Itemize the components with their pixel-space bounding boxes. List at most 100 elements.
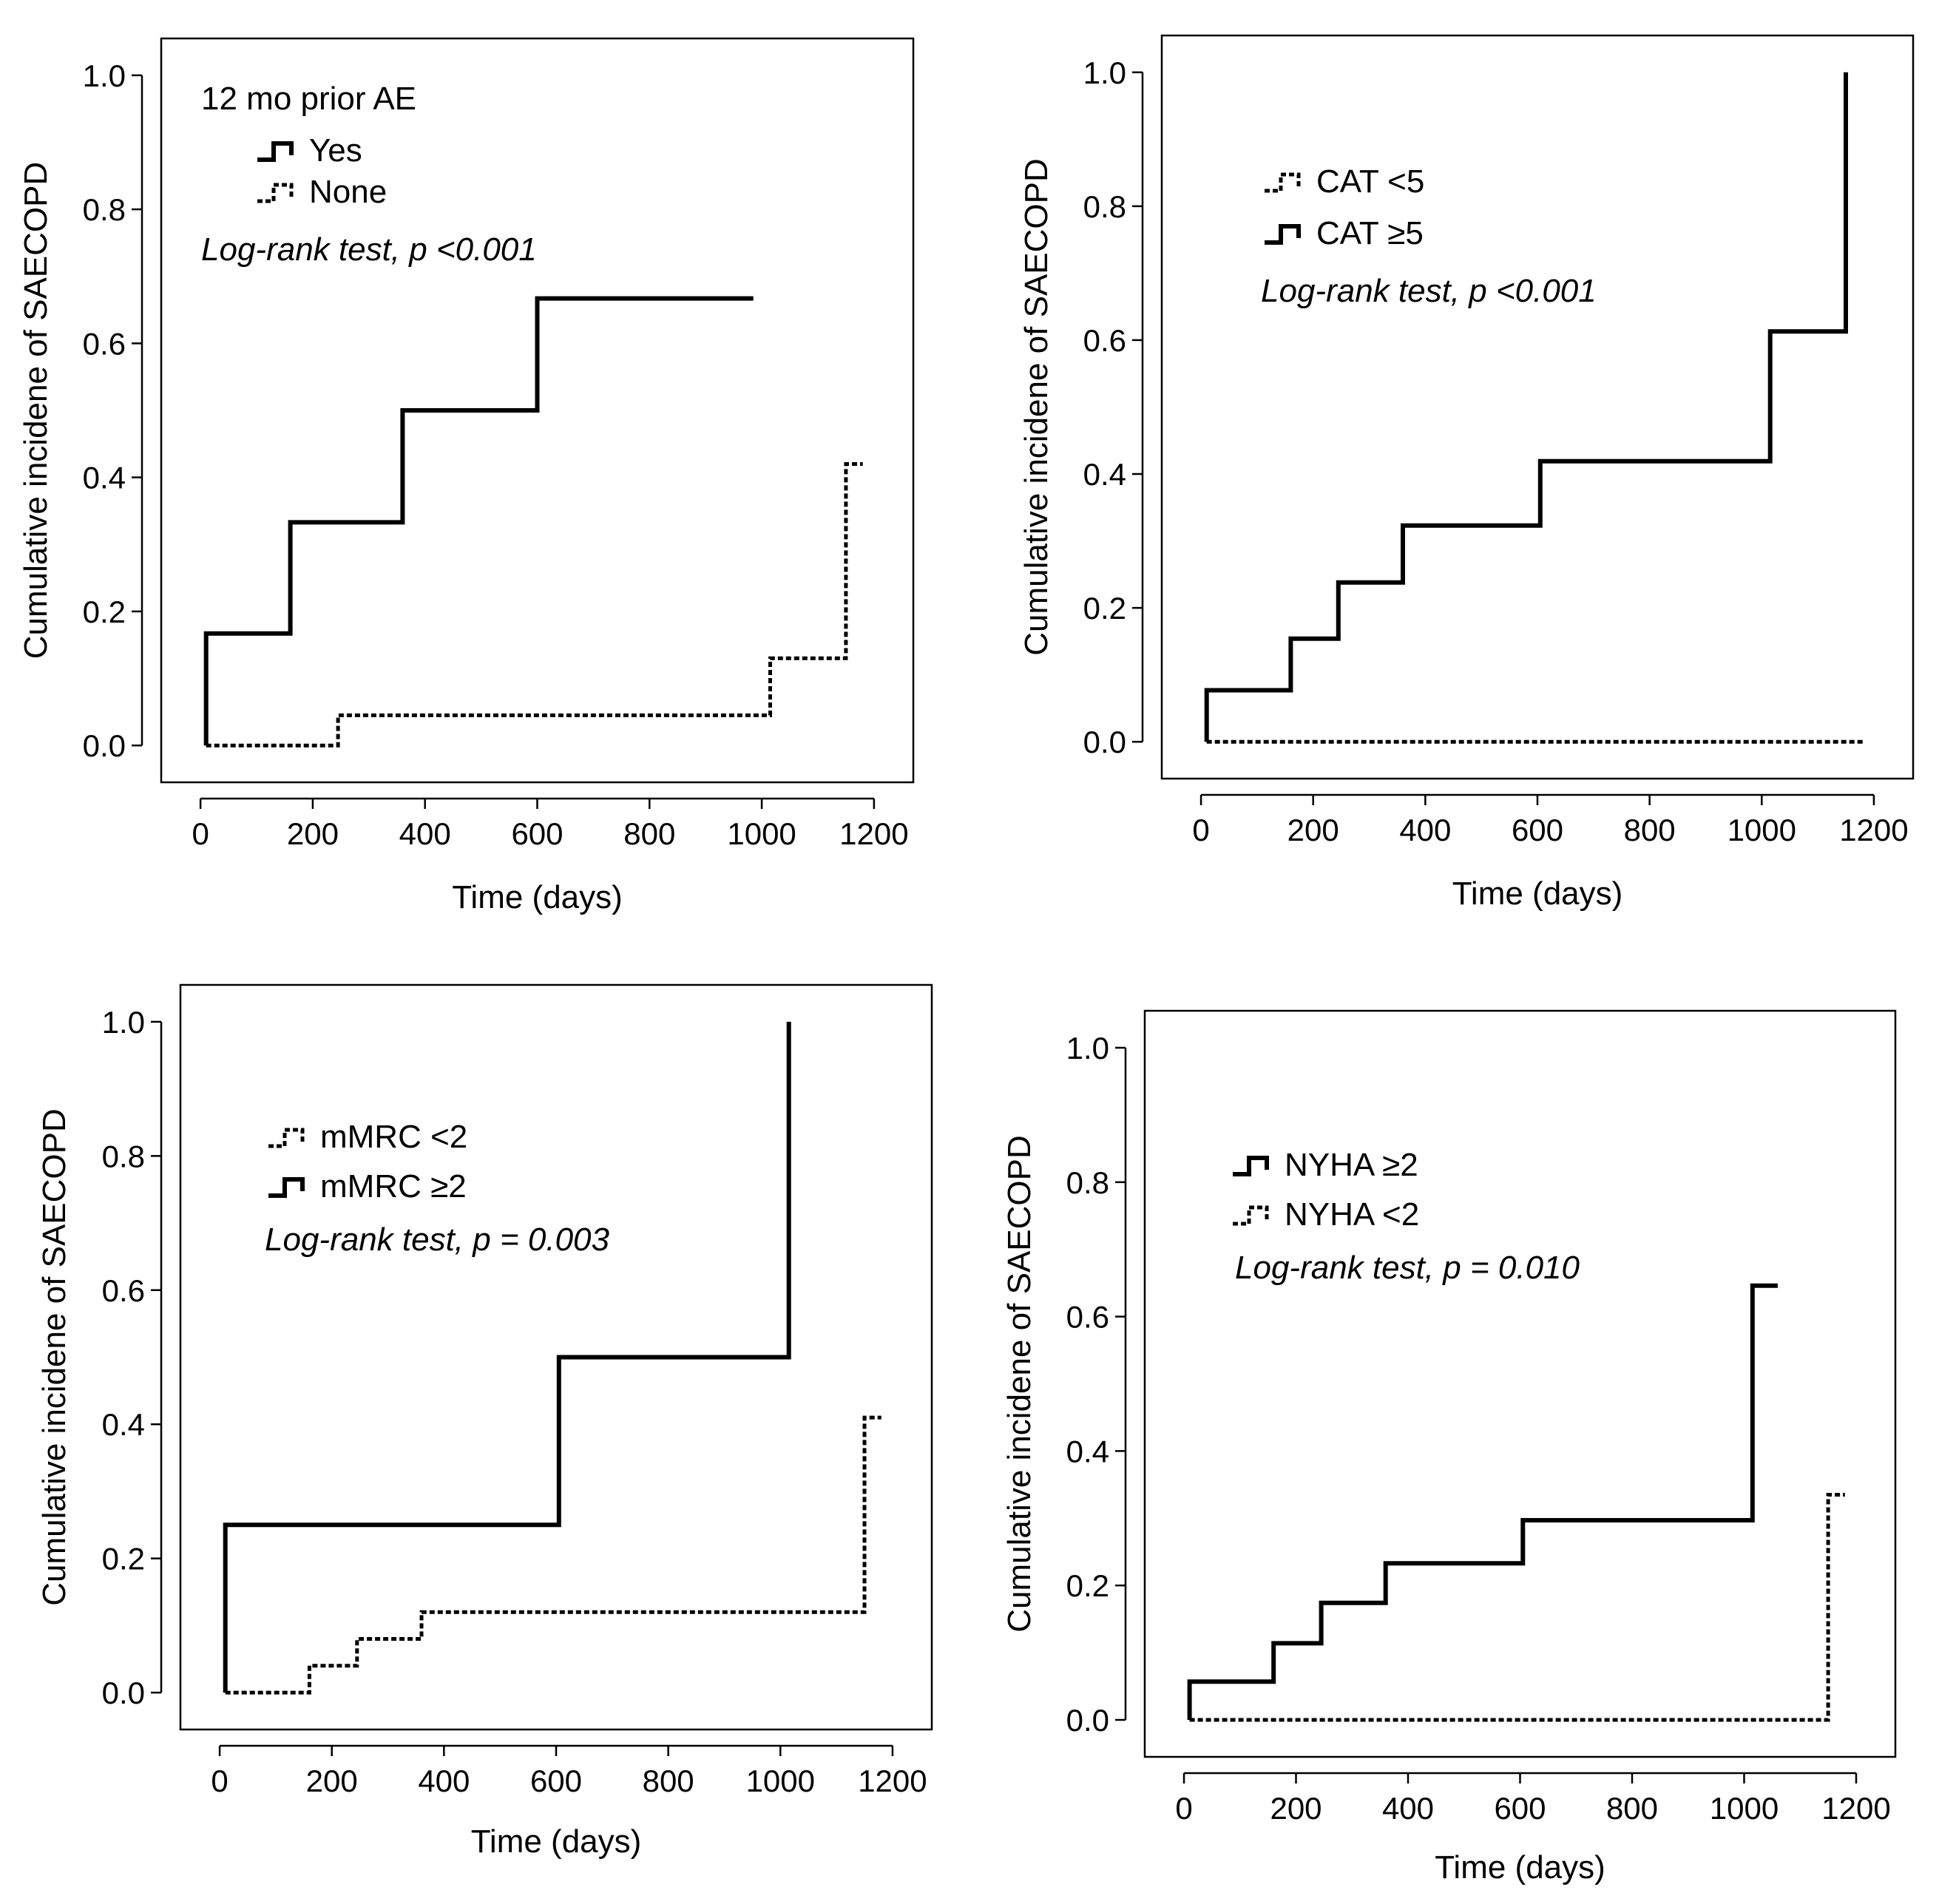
x-tick-label: 0 [192, 816, 209, 851]
y-tick-label: 0.6 [83, 326, 126, 361]
series-line-yes [203, 296, 754, 746]
series-line-none [206, 462, 863, 748]
legend-title: 12 mo prior AE [201, 81, 416, 117]
x-tick-label: 0 [211, 1764, 228, 1798]
legend-label: Yes [309, 132, 362, 169]
series-line-nyha-2 [1187, 1283, 1778, 1720]
x-tick-label: 800 [643, 1764, 694, 1798]
y-tick-label: 1.0 [83, 58, 126, 93]
legend: 12 mo prior AE Yes None [201, 81, 416, 210]
x-tick-label: 200 [287, 816, 339, 851]
y-tick-label: 0.4 [1066, 1434, 1109, 1468]
y-axis-title: Cumulative incidene of SAECOPD [1001, 1135, 1038, 1633]
x-tick-label: 1000 [1710, 1791, 1779, 1826]
y-tick-label: 0.2 [83, 594, 126, 629]
chart-panel-2: 0.0 0.2 0.4 0.6 0.8 1.0 0 200 400 600 800 1000 1200 T… [1018, 34, 1915, 912]
y-tick-label: 0.6 [102, 1273, 145, 1308]
x-axis-title: Time (days) [471, 1823, 642, 1860]
series-line-nyha-2 [1189, 1493, 1845, 1722]
x-tick-label: 600 [511, 816, 563, 851]
x-tick-label: 1000 [1727, 813, 1796, 847]
y-tick-label: 0.2 [1066, 1568, 1109, 1603]
x-tick-label: 400 [1382, 1791, 1434, 1826]
y-axis-title: Cumulative incidene of SAECOPD [1018, 158, 1055, 656]
legend-label: mMRC <2 [320, 1119, 467, 1155]
plot-frame [179, 983, 933, 1731]
y-tick-label: 0.8 [102, 1139, 145, 1173]
x-tick-label: 600 [1494, 1791, 1546, 1826]
series-1-legend-swatch [1233, 1205, 1269, 1226]
chart-panel-3: 0.0 0.2 0.4 0.6 0.8 1.0 0 200 400 600 800 1000 1200 T… [36, 983, 933, 1860]
legend: mMRC <2 mMRC ≥2 [268, 1119, 467, 1205]
x-tick-label: 600 [530, 1764, 582, 1798]
x-tick-label: 1000 [727, 816, 796, 851]
legend-label: NYHA <2 [1285, 1196, 1419, 1233]
y-axis-title: Cumulative incidene of SAECOPD [36, 1108, 72, 1606]
y-tick-label: 0.6 [1083, 323, 1126, 358]
chart-panel-4: 0.0 0.2 0.4 0.6 0.8 1.0 0 200 400 600 800 1000 1200 T… [1001, 1009, 1897, 1886]
series-1-legend-swatch [1265, 224, 1301, 245]
y-tick-label: 0.0 [83, 728, 126, 763]
log-rank-annotation: Log-rank test, p = 0.010 [1235, 1250, 1580, 1286]
y-tick-label: 0.2 [102, 1542, 145, 1576]
log-rank-annotation: Log-rank test, p <0.001 [1261, 273, 1597, 309]
x-tick-label: 0 [1192, 813, 1209, 847]
x-tick-label: 1200 [1839, 813, 1908, 847]
plot-frame [160, 37, 915, 784]
y-tick-label: 1.0 [1066, 1031, 1109, 1066]
series-1-legend-swatch [268, 1177, 305, 1198]
series-0-legend-swatch [268, 1128, 305, 1148]
x-tick-label: 800 [1624, 813, 1676, 847]
series-1-legend-swatch [257, 183, 294, 203]
y-tick-label: 0.8 [1066, 1165, 1109, 1200]
legend-label: None [309, 174, 387, 210]
series-0-legend-swatch [257, 141, 294, 162]
x-tick-label: 1200 [839, 816, 908, 851]
x-tick-label: 400 [399, 816, 451, 851]
x-tick-label: 800 [1606, 1791, 1658, 1826]
legend: NYHA ≥2 NYHA <2 [1233, 1147, 1419, 1233]
y-tick-label: 0.0 [1066, 1703, 1109, 1738]
y-tick-label: 0.6 [1066, 1300, 1109, 1335]
series-line-mmrc-2 [225, 1415, 881, 1695]
y-tick-label: 0.8 [83, 192, 126, 227]
y-tick-label: 1.0 [1083, 55, 1126, 90]
x-axis-title: Time (days) [1452, 875, 1623, 912]
plot-frame [1143, 1009, 1897, 1758]
x-tick-label: 200 [1270, 1791, 1322, 1826]
x-tick-label: 1200 [1821, 1791, 1890, 1826]
y-tick-label: 0.8 [1083, 189, 1126, 224]
x-tick-label: 0 [1175, 1791, 1192, 1826]
log-rank-annotation: Log-rank test, p = 0.003 [265, 1222, 610, 1258]
series-0-legend-swatch [1265, 172, 1301, 193]
series-0-legend-swatch [1233, 1156, 1269, 1176]
x-tick-label: 200 [1287, 813, 1339, 847]
legend-label: CAT <5 [1316, 163, 1424, 200]
x-tick-label: 600 [1512, 813, 1563, 847]
y-tick-label: 0.0 [1083, 725, 1126, 759]
x-tick-label: 800 [623, 816, 675, 851]
x-tick-label: 1200 [858, 1764, 927, 1798]
series-line-cat-5 [1204, 72, 1848, 742]
y-tick-label: 0.4 [102, 1407, 145, 1442]
x-axis-title: Time (days) [1435, 1849, 1605, 1886]
x-tick-label: 400 [418, 1764, 470, 1798]
y-axis-title: Cumulative incidene of SAECOPD [18, 162, 54, 660]
series-line-mmrc-2 [223, 1021, 791, 1693]
y-tick-label: 1.0 [102, 1005, 145, 1040]
x-tick-label: 400 [1399, 813, 1451, 847]
plot-frame [1160, 34, 1915, 780]
legend: CAT <5 CAT ≥5 [1265, 163, 1424, 251]
y-tick-label: 0.4 [1083, 457, 1126, 492]
legend-label: CAT ≥5 [1316, 215, 1424, 251]
legend-label: NYHA ≥2 [1285, 1147, 1418, 1183]
y-tick-label: 0.2 [1083, 591, 1126, 626]
x-tick-label: 200 [306, 1764, 358, 1798]
legend-label: mMRC ≥2 [320, 1168, 467, 1205]
chart-panel-1: 0.0 0.2 0.4 0.6 0.8 1.0 0 200 400 600 800 1000 1200 T… [18, 37, 915, 915]
log-rank-annotation: Log-rank test, p <0.001 [201, 231, 537, 268]
x-tick-label: 1000 [746, 1764, 815, 1798]
y-tick-label: 0.4 [83, 461, 126, 495]
y-tick-label: 0.0 [102, 1676, 145, 1710]
